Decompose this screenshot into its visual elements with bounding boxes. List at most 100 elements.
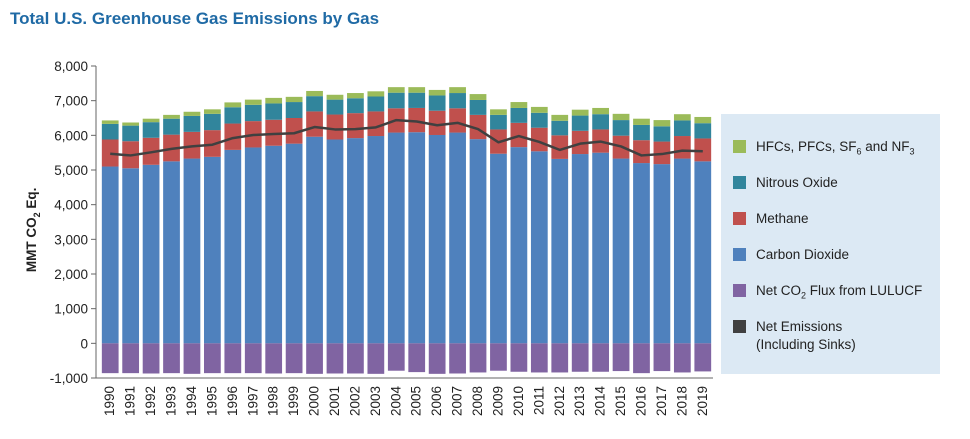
bar-hfcs-pfcs-sf6-and-nf3-1996 [224,102,242,108]
bar-methane-2018 [673,136,691,159]
bar-lulucf-2017 [653,343,671,372]
bar-lulucf-2003 [367,343,385,374]
y-tick-label: 3,000 [54,232,88,247]
x-tick-label: 2019 [695,386,710,416]
bar-nitrous-oxide-2005 [408,92,426,108]
bar-carbon-dioxide-1992 [142,164,160,344]
bar-nitrous-oxide-2010 [510,107,528,123]
bar-lulucf-2004 [387,343,405,371]
bar-carbon-dioxide-2004 [387,132,405,344]
legend-item: Net CO2 Flux from LULUCF [733,282,922,305]
bar-carbon-dioxide-2000 [306,136,323,344]
bar-nitrous-oxide-1994 [183,115,201,132]
x-tick-label: 2007 [450,386,465,416]
bar-carbon-dioxide-2012 [551,158,569,344]
bar-nitrous-oxide-2018 [673,120,691,137]
bar-carbon-dioxide-2019 [694,161,712,344]
x-tick-label: 2002 [347,386,362,416]
bar-hfcs-pfcs-sf6-and-nf3-2017 [653,120,671,127]
legend-label: Net CO2 Flux from LULUCF [756,283,923,301]
bar-nitrous-oxide-2004 [387,92,405,109]
legend-label: Methane [756,211,809,226]
legend: HFCs, PFCs, SF6 and NF3 Nitrous Oxide Meth… [721,114,940,374]
y-tick-label: 1,000 [54,302,88,317]
x-tick-label: 1999 [286,386,301,416]
bar-nitrous-oxide-1990 [101,123,119,140]
x-tick-label: 2009 [490,386,505,416]
bar-lulucf-2012 [551,343,569,373]
bar-methane-2001 [326,114,344,140]
legend-item: Methane [733,210,809,228]
x-tick-label: 2016 [633,386,648,416]
bar-hfcs-pfcs-sf6-and-nf3-1993 [163,114,180,119]
bar-hfcs-pfcs-sf6-and-nf3-2004 [387,87,405,93]
bar-carbon-dioxide-2007 [449,132,466,344]
legend-label: HFCs, PFCs, SF6 and NF3 [756,139,915,157]
bar-lulucf-2016 [633,343,650,374]
legend-swatch [733,212,746,225]
bar-lulucf-1999 [285,343,303,374]
bar-carbon-dioxide-2008 [469,139,487,344]
bar-carbon-dioxide-1995 [204,156,221,344]
legend-item: HFCs, PFCs, SF6 and NF3 [733,138,915,161]
x-tick-label: 2000 [307,386,322,416]
bar-nitrous-oxide-2017 [653,126,671,142]
bar-carbon-dioxide-1997 [244,147,262,344]
legend-label: Carbon Dioxide [756,247,850,262]
x-tick-label: 2005 [409,386,424,416]
bar-lulucf-1996 [224,343,242,374]
x-tick-label: 1990 [102,386,117,416]
bar-carbon-dioxide-1991 [122,168,140,344]
bar-lulucf-1990 [101,343,119,374]
bar-nitrous-oxide-2007 [449,93,466,109]
bar-carbon-dioxide-2005 [408,132,426,344]
y-tick-label: 7,000 [54,94,88,109]
bar-lulucf-2005 [408,343,426,373]
bar-hfcs-pfcs-sf6-and-nf3-2005 [408,87,426,93]
bar-carbon-dioxide-1994 [183,158,201,344]
bar-methane-2011 [530,127,548,152]
y-tick-label: 0 [80,336,88,351]
bar-lulucf-2000 [306,343,323,374]
bar-methane-2007 [449,108,466,133]
bar-hfcs-pfcs-sf6-and-nf3-2014 [592,107,609,115]
bar-nitrous-oxide-2009 [490,114,507,130]
bar-lulucf-1993 [163,343,180,374]
bar-carbon-dioxide-2011 [530,151,548,344]
bar-nitrous-oxide-1999 [285,102,303,118]
bar-hfcs-pfcs-sf6-and-nf3-1999 [285,96,303,103]
x-tick-label: 2001 [327,386,342,416]
bar-hfcs-pfcs-sf6-and-nf3-1992 [142,118,160,123]
bar-carbon-dioxide-2018 [673,158,691,344]
y-tick-label: 6,000 [54,128,88,143]
bar-hfcs-pfcs-sf6-and-nf3-2018 [673,114,691,121]
x-tick-label: 1991 [123,386,138,416]
bar-nitrous-oxide-1993 [163,118,180,135]
bar-nitrous-oxide-1998 [265,103,283,120]
bar-methane-2019 [694,138,712,162]
bar-nitrous-oxide-2015 [612,120,630,136]
bar-lulucf-2014 [592,343,609,372]
x-tick-label: 2004 [388,386,403,417]
bar-carbon-dioxide-2014 [592,152,609,344]
bar-nitrous-oxide-1991 [122,125,140,142]
y-tick-label: 8,000 [54,59,88,74]
bar-nitrous-oxide-2013 [571,115,589,131]
bar-methane-2003 [367,111,385,137]
bar-hfcs-pfcs-sf6-and-nf3-2010 [510,102,528,108]
bar-hfcs-pfcs-sf6-and-nf3-2016 [633,118,650,125]
x-tick-label: 2008 [470,386,485,416]
bar-hfcs-pfcs-sf6-and-nf3-2006 [428,89,446,96]
y-tick-label: 5,000 [54,163,88,178]
legend-swatch [733,284,746,297]
bar-hfcs-pfcs-sf6-and-nf3-2013 [571,109,589,116]
bar-carbon-dioxide-2015 [612,158,630,344]
chart-title: Total U.S. Greenhouse Gas Emissions by G… [10,9,380,28]
bar-lulucf-2007 [449,343,466,374]
bar-lulucf-2006 [428,343,446,374]
bar-nitrous-oxide-2011 [530,112,548,128]
bar-hfcs-pfcs-sf6-and-nf3-2007 [449,87,466,94]
bar-lulucf-2001 [326,343,344,374]
x-tick-label: 2017 [654,386,669,416]
